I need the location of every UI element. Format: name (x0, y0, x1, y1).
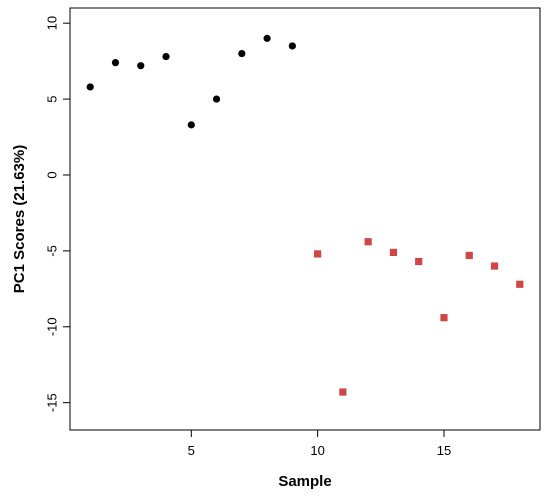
data-point-series-2 (465, 251, 473, 260)
x-axis: 5 10 15 (188, 430, 451, 458)
data-point-series-1 (162, 52, 170, 61)
data-point-series-1 (111, 59, 120, 67)
y-tick-label: 10 (45, 16, 60, 30)
data-point-series-2 (415, 257, 423, 266)
x-axis-title: Sample (278, 473, 331, 490)
data-point-series-1 (137, 62, 145, 70)
data-point-series-2 (490, 262, 499, 270)
data-points (86, 34, 524, 396)
data-point-series-2 (389, 248, 398, 256)
data-point-series-2 (314, 250, 322, 258)
data-point-series-1 (238, 49, 246, 58)
data-point-series-1 (212, 95, 221, 103)
y-axis: 10 5 0 -5 -10 -15 (45, 16, 70, 412)
data-point-series-2 (516, 280, 524, 288)
data-point-series-2 (440, 314, 448, 322)
data-point-series-1 (263, 34, 271, 42)
data-point-series-1 (86, 83, 94, 91)
y-tick-label: -10 (45, 317, 60, 336)
y-axis-title: PC1 Scores (21.63%) (11, 145, 28, 293)
plot-frame (69, 7, 541, 431)
y-tick-label: 5 (45, 95, 60, 102)
data-point-series-1 (187, 121, 195, 129)
data-point-series-1 (288, 42, 296, 50)
x-tick-label: 10 (310, 443, 324, 458)
y-tick-label: 0 (45, 171, 60, 178)
x-tick-label: 5 (188, 443, 195, 458)
data-point-series-2 (339, 388, 347, 396)
y-tick-label: -15 (45, 393, 60, 412)
y-tick-label: -5 (45, 245, 60, 257)
x-tick-label: 15 (437, 443, 451, 458)
data-point-series-2 (364, 238, 372, 246)
